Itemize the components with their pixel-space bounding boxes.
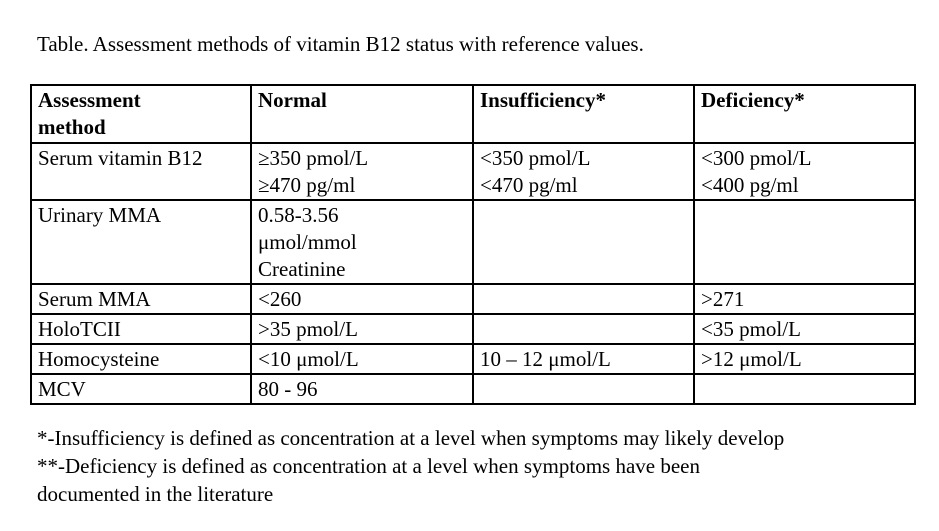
cell-normal: 80 - 96 <box>250 373 474 405</box>
footnote-deficiency: **-Deficiency is defined as concentratio… <box>37 454 701 506</box>
cell-insufficiency <box>472 283 695 315</box>
cell-method: Serum vitamin B12 <box>30 142 252 201</box>
cell-insufficiency: 10 – 12 μmol/L <box>472 343 695 375</box>
cell-method: Urinary MMA <box>30 199 252 285</box>
cell-deficiency: <35 pmol/L <box>693 313 916 345</box>
table-row-serum-vitamin-b12: Serum vitamin B12 ≥350 pmol/L ≥470 pg/ml… <box>30 142 916 201</box>
table-row-urinary-mma: Urinary MMA 0.58-3.56 μmol/mmol Creatini… <box>30 199 916 285</box>
table-row-homocysteine: Homocysteine <10 μmol/L 10 – 12 μmol/L >… <box>30 343 916 375</box>
cell-insufficiency: <350 pmol/L <470 pg/ml <box>472 142 695 201</box>
cell-method: MCV <box>30 373 252 405</box>
cell-method: Homocysteine <box>30 343 252 375</box>
table-row-holotcii: HoloTCII >35 pmol/L <35 pmol/L <box>30 313 916 345</box>
cell-insufficiency <box>472 313 695 345</box>
table-row-serum-mma: Serum MMA <260 >271 <box>30 283 916 315</box>
cell-deficiency <box>693 373 916 405</box>
cell-normal: >35 pmol/L <box>250 313 474 345</box>
cell-insufficiency <box>472 199 695 285</box>
footnote-insufficiency: *-Insufficiency is defined as concentrat… <box>37 426 785 450</box>
header-insufficiency: Insufficiency* <box>472 84 695 144</box>
header-assessment-method: Assessment method <box>30 84 252 144</box>
header-normal: Normal <box>250 84 474 144</box>
table-header-row: Assessment method Normal Insufficiency* … <box>30 84 916 144</box>
cell-normal: 0.58-3.56 μmol/mmol Creatinine <box>250 199 474 285</box>
table-row-mcv: MCV 80 - 96 <box>30 373 916 405</box>
cell-method: HoloTCII <box>30 313 252 345</box>
cell-deficiency: >271 <box>693 283 916 315</box>
header-deficiency: Deficiency* <box>693 84 916 144</box>
cell-normal: ≥350 pmol/L ≥470 pg/ml <box>250 142 474 201</box>
footnotes: *-Insufficiency is defined as concentrat… <box>37 424 917 508</box>
cell-deficiency: >12 μmol/L <box>693 343 916 375</box>
table-caption: Table. Assessment methods of vitamin B12… <box>37 32 644 56</box>
cell-insufficiency <box>472 373 695 405</box>
b12-assessment-table: Assessment method Normal Insufficiency* … <box>30 84 916 405</box>
cell-deficiency: <300 pmol/L <400 pg/ml <box>693 142 916 201</box>
cell-method: Serum MMA <box>30 283 252 315</box>
cell-normal: <260 <box>250 283 474 315</box>
cell-normal: <10 μmol/L <box>250 343 474 375</box>
cell-deficiency <box>693 199 916 285</box>
